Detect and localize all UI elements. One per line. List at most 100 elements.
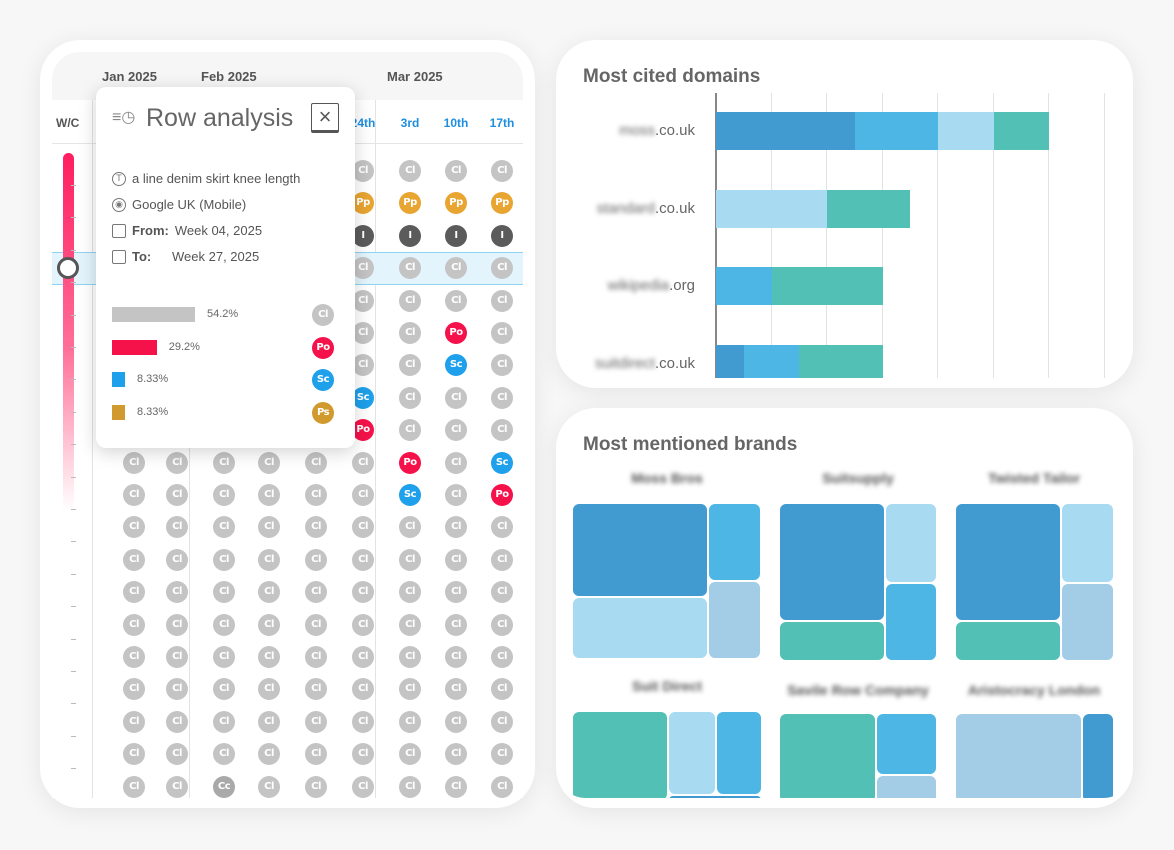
status-badge[interactable]: Cl <box>166 613 188 636</box>
status-badge[interactable]: Po <box>445 322 467 344</box>
status-badge[interactable]: I <box>445 224 467 247</box>
status-badge[interactable]: Cl <box>166 710 188 733</box>
treemap-cell[interactable] <box>668 711 716 795</box>
row-slider-track[interactable] <box>63 153 74 798</box>
treemap-cell[interactable] <box>955 621 1061 661</box>
status-badge[interactable]: Cl <box>123 581 145 604</box>
status-badge[interactable]: Cl <box>399 322 421 344</box>
status-badge[interactable]: Cl <box>166 581 188 604</box>
status-badge[interactable]: Cl <box>491 548 513 571</box>
status-badge[interactable]: Cl <box>213 613 235 636</box>
status-badge[interactable]: Cl <box>123 710 145 733</box>
status-badge[interactable]: Cl <box>352 289 374 312</box>
status-badge[interactable]: Cl <box>352 451 374 474</box>
status-badge[interactable]: Cl <box>352 613 374 636</box>
status-badge[interactable]: Cl <box>305 613 327 636</box>
status-badge[interactable]: Cl <box>123 548 145 571</box>
treemap-cell[interactable] <box>668 795 762 798</box>
treemap-cell[interactable] <box>708 503 761 581</box>
status-badge[interactable]: Cl <box>258 743 280 766</box>
status-badge[interactable]: Po <box>352 419 374 442</box>
status-badge[interactable]: Cl <box>213 743 235 766</box>
status-badge[interactable]: Cl <box>352 160 374 182</box>
status-badge[interactable]: Cl <box>399 257 421 280</box>
status-badge[interactable]: Cl <box>352 548 374 571</box>
status-badge[interactable]: Pp <box>352 192 374 215</box>
status-badge[interactable]: Cl <box>445 451 467 474</box>
status-badge[interactable]: Cl <box>491 613 513 636</box>
status-badge[interactable]: Pp <box>445 192 467 215</box>
treemap-cell[interactable] <box>572 597 708 659</box>
status-badge[interactable]: Pp <box>399 192 421 215</box>
status-badge[interactable]: Cl <box>166 516 188 539</box>
status-badge[interactable]: Cl <box>491 160 513 182</box>
treemap-cell[interactable] <box>779 621 885 661</box>
status-badge[interactable]: Cl <box>445 548 467 571</box>
status-badge[interactable]: Cl <box>491 678 513 701</box>
status-badge[interactable]: Cl <box>352 743 374 766</box>
treemap-cell[interactable] <box>572 503 708 597</box>
week-column-header[interactable]: 24th <box>350 116 376 130</box>
status-badge[interactable]: Cl <box>491 386 513 409</box>
status-badge[interactable]: Cl <box>352 710 374 733</box>
treemap-cell[interactable] <box>885 583 937 661</box>
status-badge[interactable]: Cc <box>213 775 235 798</box>
status-badge[interactable]: Cl <box>166 743 188 766</box>
status-badge[interactable]: Cl <box>123 678 145 701</box>
bar-segment[interactable] <box>716 189 827 228</box>
status-badge[interactable]: Cl <box>123 775 145 798</box>
treemap-cell[interactable] <box>572 711 668 798</box>
status-badge[interactable]: Cl <box>213 451 235 474</box>
status-badge[interactable]: Cl <box>399 354 421 377</box>
status-badge[interactable]: Cl <box>445 160 467 182</box>
status-badge[interactable]: Cl <box>399 548 421 571</box>
status-badge[interactable]: Cl <box>305 451 327 474</box>
treemap-cell[interactable] <box>779 713 876 798</box>
treemap-cell[interactable] <box>885 503 937 583</box>
bar-segment[interactable] <box>743 345 800 378</box>
status-badge[interactable]: Cl <box>491 581 513 604</box>
bar-segment[interactable] <box>716 112 855 150</box>
status-badge[interactable]: Cl <box>445 484 467 506</box>
status-badge[interactable]: Cl <box>258 678 280 701</box>
status-badge[interactable]: Cl <box>399 678 421 701</box>
status-badge[interactable]: Cl <box>445 710 467 733</box>
status-badge[interactable]: Cl <box>213 484 235 506</box>
status-badge[interactable]: Cl <box>258 613 280 636</box>
week-column-header[interactable]: 3rd <box>400 116 420 130</box>
status-badge[interactable]: Cl <box>399 775 421 798</box>
status-badge[interactable]: Cl <box>445 289 467 312</box>
close-button[interactable]: × <box>311 103 339 133</box>
status-badge[interactable]: Cl <box>352 516 374 539</box>
status-badge[interactable]: Cl <box>445 743 467 766</box>
bar-segment[interactable] <box>799 345 883 378</box>
status-badge[interactable]: Cl <box>305 743 327 766</box>
treemap-cell[interactable] <box>716 711 762 795</box>
status-badge[interactable]: Cl <box>305 775 327 798</box>
status-badge[interactable]: Cl <box>213 646 235 668</box>
status-badge[interactable]: Cl <box>445 419 467 442</box>
treemap-cell[interactable] <box>708 581 761 659</box>
treemap-cell[interactable] <box>955 503 1061 621</box>
status-badge[interactable]: Cl <box>123 743 145 766</box>
status-badge[interactable]: Po <box>491 484 513 506</box>
status-badge[interactable]: Cl <box>445 386 467 409</box>
status-badge[interactable]: Cl <box>166 451 188 474</box>
status-badge[interactable]: Cl <box>399 581 421 604</box>
status-badge[interactable]: Cl <box>445 581 467 604</box>
status-badge[interactable]: Cl <box>166 484 188 506</box>
bar-segment[interactable] <box>827 189 911 228</box>
status-badge[interactable]: Cl <box>352 354 374 377</box>
bar-segment[interactable] <box>938 112 994 150</box>
status-badge[interactable]: Cl <box>123 451 145 474</box>
status-badge[interactable]: Cl <box>258 775 280 798</box>
status-badge[interactable]: Cl <box>213 516 235 539</box>
status-badge[interactable]: Cl <box>305 710 327 733</box>
status-badge[interactable]: Cl <box>258 710 280 733</box>
status-badge[interactable]: Cl <box>166 548 188 571</box>
status-badge[interactable]: Cl <box>491 419 513 442</box>
status-badge[interactable]: Cl <box>399 289 421 312</box>
status-badge[interactable]: Cl <box>258 451 280 474</box>
status-badge[interactable]: Cl <box>445 257 467 280</box>
status-badge[interactable]: Cl <box>352 484 374 506</box>
